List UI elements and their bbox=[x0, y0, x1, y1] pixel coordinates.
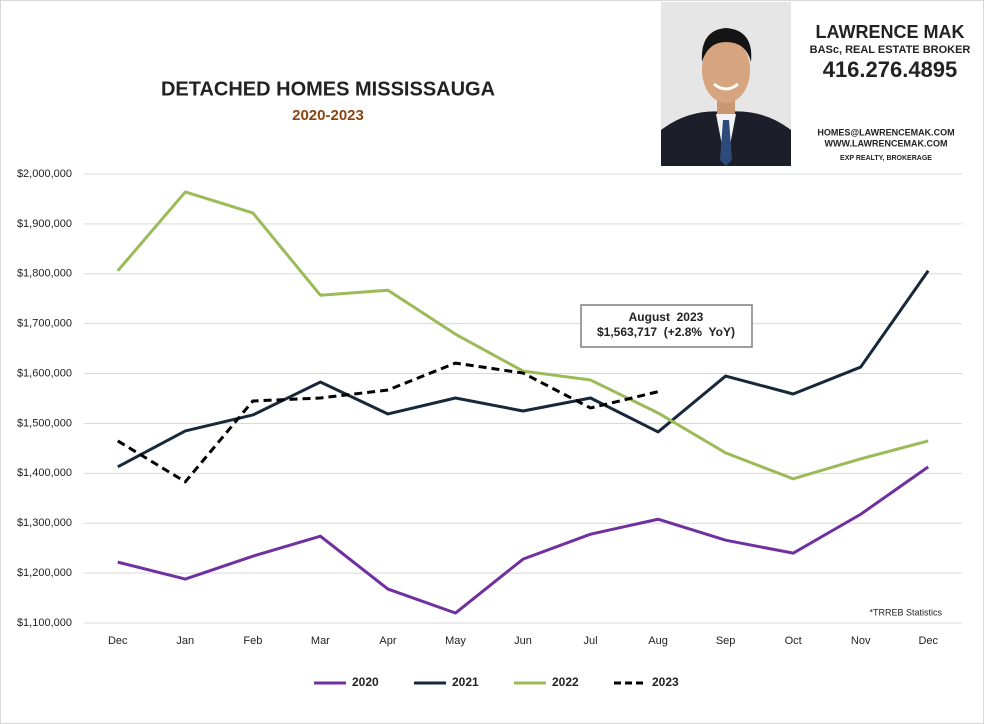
x-tick-label: Apr bbox=[379, 635, 396, 647]
y-tick-label: $1,400,000 bbox=[17, 467, 72, 479]
x-tick-label: Jun bbox=[514, 635, 532, 647]
x-tick-label: Jan bbox=[176, 635, 194, 647]
y-tick-label: $1,500,000 bbox=[17, 417, 72, 429]
y-tick-label: $1,800,000 bbox=[17, 268, 72, 280]
source-note: *TRREB Statistics bbox=[869, 607, 942, 617]
chart-subtitle: 2020-2023 bbox=[292, 107, 364, 124]
contact-website: WWW.LAWRENCEMAK.COM bbox=[825, 138, 948, 148]
y-tick-label: $1,100,000 bbox=[17, 617, 72, 629]
x-tick-label: Sep bbox=[716, 635, 736, 647]
legend-label: 2020 bbox=[352, 675, 379, 689]
x-tick-label: Dec bbox=[108, 635, 128, 647]
y-tick-label: $1,600,000 bbox=[17, 367, 72, 379]
y-tick-label: $1,700,000 bbox=[17, 318, 72, 330]
x-tick-label: May bbox=[445, 635, 466, 647]
y-tick-label: $2,000,000 bbox=[17, 168, 72, 180]
photo bbox=[661, 2, 791, 166]
contact-brokerage: EXP REALTY, BROKERAGE bbox=[840, 155, 932, 162]
series-line bbox=[116, 361, 659, 484]
annotation-text: $1,563,717 (+2.8% YoY) bbox=[597, 325, 735, 339]
x-tick-label: Aug bbox=[648, 635, 668, 647]
y-tick-label: $1,200,000 bbox=[17, 567, 72, 579]
contact-email: HOMES@LAWRENCEMAK.COM bbox=[817, 127, 954, 137]
x-tick-label: Dec bbox=[918, 635, 938, 647]
series-line bbox=[116, 190, 929, 481]
chart-title: DETACHED HOMES MISSISSAUGA bbox=[161, 78, 495, 100]
contact-name: LAWRENCE MAK bbox=[816, 22, 965, 42]
x-tick-label: Nov bbox=[851, 635, 871, 647]
x-tick-label: Feb bbox=[243, 635, 262, 647]
x-tick-label: Mar bbox=[311, 635, 330, 647]
series-line bbox=[117, 269, 930, 469]
legend-label: 2023 bbox=[652, 675, 679, 689]
contact-phone: 416.276.4895 bbox=[823, 57, 958, 82]
annotation-box bbox=[580, 304, 753, 348]
y-tick-label: $1,900,000 bbox=[17, 218, 72, 230]
contact-credentials: BASc, REAL ESTATE BROKER bbox=[810, 44, 971, 56]
y-tick-label: $1,300,000 bbox=[17, 517, 72, 529]
legend-label: 2021 bbox=[452, 675, 479, 689]
series-line bbox=[117, 465, 930, 615]
legend-label: 2022 bbox=[552, 675, 579, 689]
annotation-text: August 2023 bbox=[629, 310, 704, 324]
x-tick-label: Oct bbox=[785, 635, 802, 647]
x-tick-label: Jul bbox=[584, 635, 598, 647]
